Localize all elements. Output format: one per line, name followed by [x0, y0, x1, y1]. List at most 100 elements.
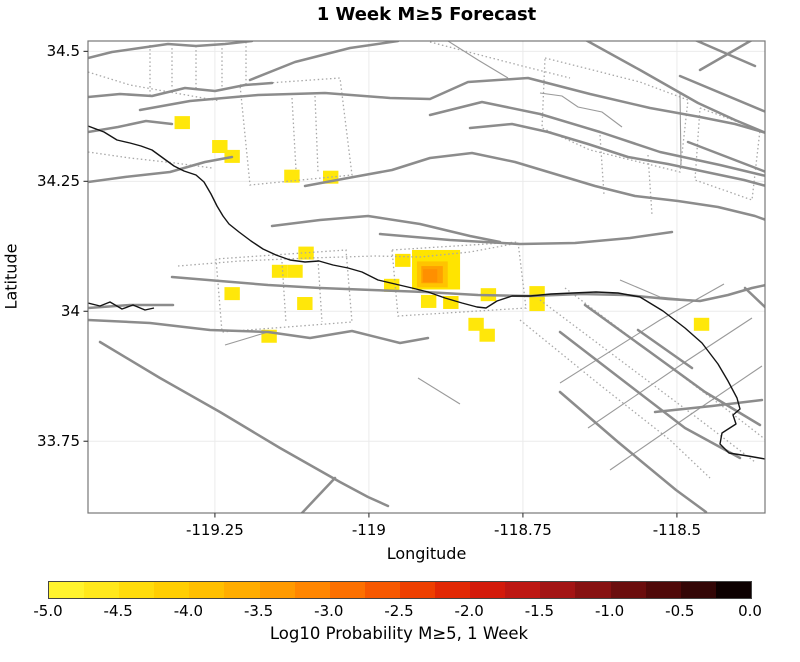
- fault-trace-dotted: [291, 97, 297, 171]
- colorbar-tick-label: -1.5: [524, 602, 555, 620]
- fault-trace-dotted: [177, 242, 519, 267]
- fault-trace: [653, 398, 764, 414]
- fault-trace: [300, 476, 337, 513]
- x-tick-label: -118.5: [652, 521, 702, 539]
- colorbar-tick-label: -2.0: [454, 602, 484, 620]
- colorbar-segment: [189, 582, 225, 598]
- colorbar-tick-label: -5.0: [33, 602, 63, 620]
- fault-trace: [88, 303, 175, 310]
- fault-trace-dotted: [519, 319, 711, 479]
- fault-trace: [583, 303, 762, 427]
- colorbar-segment: [645, 582, 681, 598]
- fault-trace: [698, 41, 753, 72]
- fault-trace-dotted: [88, 71, 221, 102]
- probability-cell: [693, 317, 710, 331]
- colorbar-segment: [435, 582, 471, 598]
- y-tick-label: 34.25: [37, 172, 80, 191]
- probability-cluster-cell: [423, 269, 438, 283]
- fault-trace: [743, 286, 765, 309]
- fault-trace: [88, 119, 174, 134]
- colorbar-segment: [224, 582, 260, 598]
- fault-trace-thin: [559, 283, 725, 384]
- colorbar-segment: [470, 582, 506, 598]
- colorbar-tick-label: -3.0: [314, 602, 344, 620]
- fault-trace-dotted: [88, 151, 213, 169]
- fault-trace: [88, 318, 430, 345]
- probability-cell: [479, 328, 495, 342]
- fault-trace: [98, 340, 390, 508]
- colorbar-segment: [505, 582, 541, 598]
- probability-cell: [420, 294, 437, 308]
- fault-trace-dotted: [539, 299, 756, 463]
- colorbar-segment: [154, 582, 190, 598]
- colorbar-segment: [575, 582, 611, 598]
- fault-trace: [138, 76, 765, 135]
- colorbar-segment: [84, 582, 120, 598]
- coastline: [88, 125, 765, 460]
- probability-cell: [271, 264, 288, 278]
- x-tick-label: -119.25: [185, 521, 244, 539]
- y-tick-label: 34: [60, 302, 80, 321]
- colorbar-segment: [715, 582, 751, 598]
- fault-trace-dotted: [647, 154, 653, 216]
- fault-trace: [468, 122, 765, 188]
- fault-trace-dotted: [541, 57, 689, 173]
- colorbar-label: Log10 Probability M≥5, 1 Week: [269, 624, 529, 643]
- fault-trace-thin: [447, 41, 509, 79]
- fault-trace: [88, 41, 254, 60]
- fault-trace-thin: [587, 317, 753, 429]
- fault-trace: [378, 230, 674, 246]
- colorbar-segment: [610, 582, 646, 598]
- colorbar-segment: [680, 582, 716, 598]
- fault-trace-thin: [679, 92, 682, 166]
- probability-cell: [468, 317, 484, 331]
- colorbar-segment: [364, 582, 400, 598]
- fault-trace-thin: [224, 331, 269, 346]
- probability-cell: [212, 140, 228, 154]
- colorbar-segment: [294, 582, 330, 598]
- fault-trace-dotted: [429, 41, 571, 79]
- probability-cell: [529, 298, 545, 312]
- probability-cell: [224, 287, 240, 301]
- fault-trace: [428, 100, 765, 178]
- plot-frame: [87, 40, 766, 514]
- probability-cell: [174, 116, 190, 130]
- x-axis-label: Longitude: [386, 544, 467, 563]
- fault-trace: [88, 155, 234, 184]
- fault-trace: [558, 390, 708, 513]
- colorbar-segment: [329, 582, 365, 598]
- probability-cell: [284, 169, 300, 183]
- probability-cell: [395, 253, 411, 267]
- fault-trace: [584, 41, 765, 134]
- fault-trace: [678, 74, 765, 113]
- colorbar-segment: [399, 582, 436, 598]
- colorbar-tick-label: -4.5: [103, 602, 133, 620]
- colorbar-tick-label: -2.5: [384, 602, 414, 620]
- colorbar-tick-label: -1.0: [594, 602, 625, 620]
- colorbar-tick-label: 0.0: [738, 602, 762, 620]
- colorbar-tick-label: -3.5: [243, 602, 274, 620]
- colorbar-tick-label: -0.5: [665, 602, 695, 620]
- fault-trace: [686, 140, 765, 173]
- coastline: [88, 301, 155, 311]
- fault-trace-dotted: [317, 259, 323, 323]
- fault-trace: [88, 81, 274, 99]
- fault-trace-dotted: [391, 241, 527, 317]
- fault-trace: [636, 328, 694, 370]
- colorbar-tick-label: -4.0: [173, 602, 204, 620]
- fault-trace: [558, 330, 742, 460]
- colorbar-segment: [49, 582, 85, 598]
- fault-trace-thin: [539, 92, 623, 128]
- colorbar-segment: [259, 582, 295, 598]
- fault-trace: [694, 41, 757, 68]
- fault-trace: [303, 151, 765, 221]
- fault-trace-dotted: [599, 134, 605, 196]
- y-tick-label: 33.75: [37, 432, 80, 451]
- fault-trace-dotted: [239, 77, 353, 186]
- colorbar-segment: [540, 582, 576, 598]
- colorbar-segment: [119, 582, 155, 598]
- fault-trace: [248, 41, 400, 82]
- fault-trace-thin: [417, 377, 461, 405]
